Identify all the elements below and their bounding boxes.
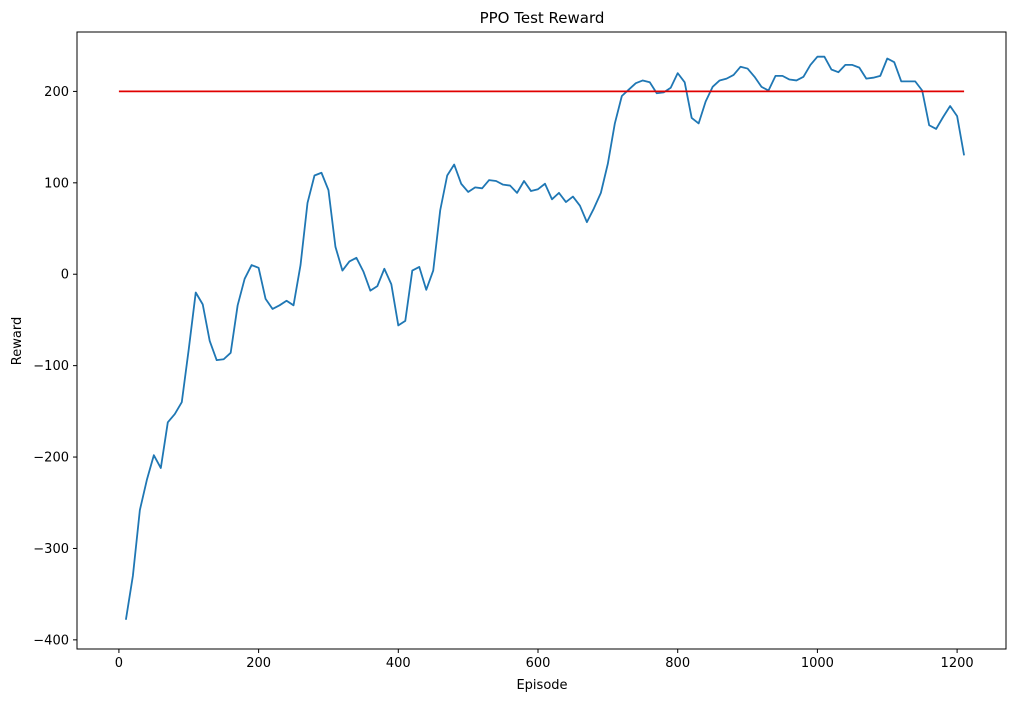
x-axis-label: Episode [516,678,567,693]
x-tick-label: 0 [115,656,123,671]
y-tick-label: 0 [61,268,69,283]
chart-title: PPO Test Reward [480,9,605,27]
axes: 0 200 400 600 800 1000 1200 −400 −300 −200 −100 0 10… [33,85,973,671]
y-axis-label: Reward [10,317,25,365]
y-tick-label: 200 [44,85,69,100]
y-tick-label: 100 [44,176,69,191]
reward-line [125,55,965,620]
x-tick-label: 400 [386,656,411,671]
x-tick-label: 800 [665,656,690,671]
y-tick-label: −300 [33,542,69,557]
y-tick-label: −100 [33,359,69,374]
y-tick-label: −200 [33,451,69,466]
x-tick-label: 1200 [941,656,974,671]
y-tick-label: −400 [33,633,69,648]
plot-frame [76,31,1007,650]
plot-area [118,55,965,620]
x-tick-label: 600 [526,656,551,671]
x-tick-label: 200 [246,656,271,671]
x-tick-label: 1000 [801,656,834,671]
